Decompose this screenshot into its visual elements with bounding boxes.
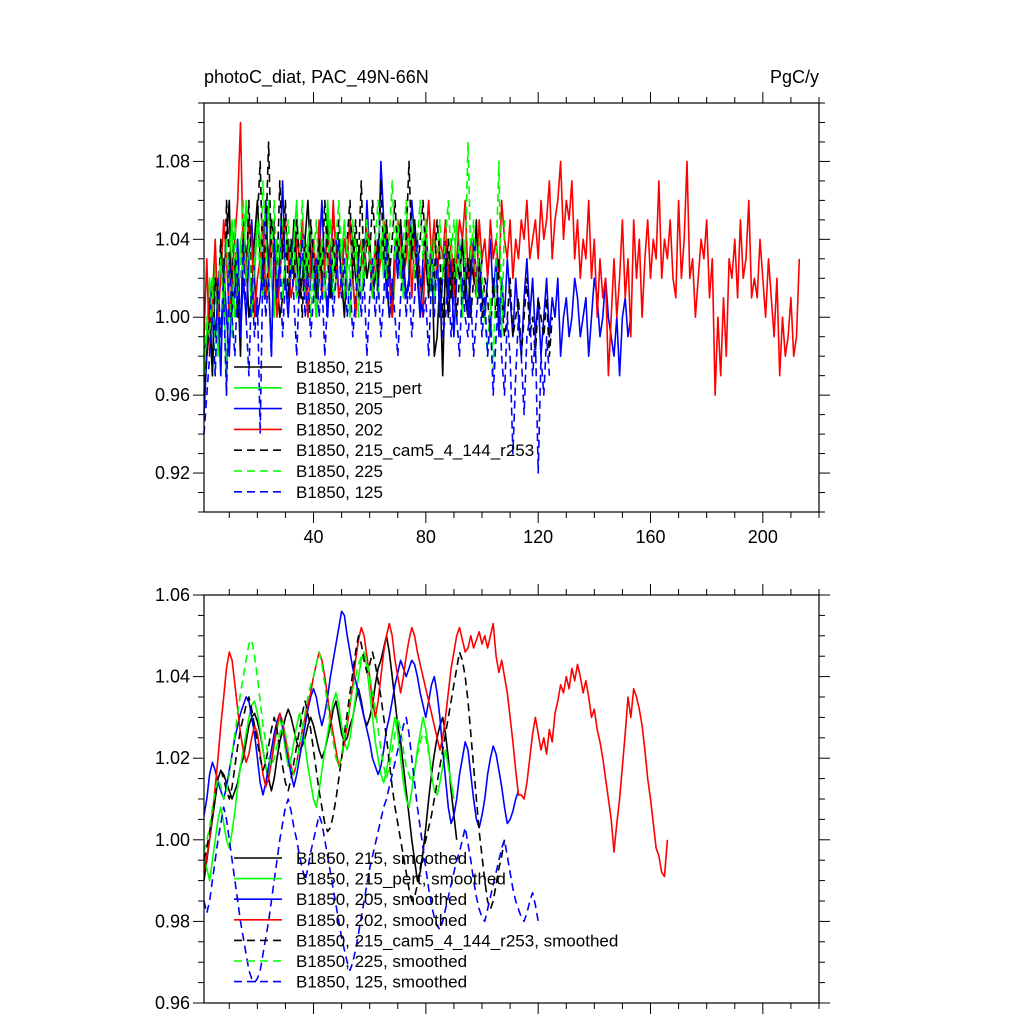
top-x-tick-label: 40 <box>304 527 324 547</box>
top-x-tick-label: 160 <box>635 527 665 547</box>
bottom-legend-label: B1850, 202, smoothed <box>296 911 467 930</box>
bottom-series-line-1 <box>203 634 458 882</box>
top-legend-label: B1850, 202 <box>296 420 383 439</box>
bottom-y-tick-label: 1.06 <box>155 585 190 605</box>
bottom-series-line-4 <box>203 622 669 878</box>
top-x-tick-label: 120 <box>523 527 553 547</box>
bottom-legend-label: B1850, 215_cam5_4_144_r253, smoothed <box>296 931 618 950</box>
bottom-series-line-2 <box>203 651 455 882</box>
bottom-chart: 0.96 0.98 1.00 1.02 1.04 1.06 B1850, 215, smoo… <box>155 584 830 1014</box>
bottom-y-tick-label: 0.98 <box>155 911 190 931</box>
top-y-tick-label: 0.96 <box>155 385 190 405</box>
bottom-series-line-5 <box>203 634 506 911</box>
top-legend-label: B1850, 205 <box>296 400 383 419</box>
bottom-y-tick-label: 1.04 <box>155 667 190 687</box>
top-x-tick-label: 200 <box>748 527 778 547</box>
bottom-y-tick-label: 1.00 <box>155 830 190 850</box>
top-series-line-6 <box>203 141 506 377</box>
top-y-tick-label: 1.04 <box>155 229 190 249</box>
top-plot-frame <box>203 102 820 513</box>
bottom-legend-label: B1850, 205, smoothed <box>296 890 467 909</box>
bottom-series-line-6 <box>203 639 430 853</box>
top-series-line-1 <box>203 199 483 377</box>
bottom-series-line-3 <box>203 610 520 829</box>
bottom-y-tick-label: 1.02 <box>155 748 190 768</box>
bottom-legend-label: B1850, 225, smoothed <box>296 952 467 971</box>
top-chart-title: photoC_diat, PAC_49N-66N <box>204 67 429 88</box>
top-legend-label: B1850, 215_cam5_4_144_r253 <box>296 441 534 460</box>
top-x-tick-label: 80 <box>416 527 436 547</box>
top-y-tick-label: 1.00 <box>155 307 190 327</box>
top-legend-label: B1850, 215 <box>296 358 383 377</box>
top-legend-label: B1850, 125 <box>296 483 383 502</box>
bottom-y-tick-label: 0.96 <box>155 993 190 1013</box>
bottom-legend-label: B1850, 125, smoothed <box>296 973 467 992</box>
top-y-tick-label: 0.92 <box>155 463 190 483</box>
top-legend-label: B1850, 225 <box>296 462 383 481</box>
top-chart: photoC_diat, PAC_49N-66N PgC/y 40 80 120 16… <box>155 67 830 547</box>
top-y-tick-label: 1.08 <box>155 151 190 171</box>
top-legend-label: B1850, 215_pert <box>296 379 422 398</box>
top-chart-units: PgC/y <box>770 67 819 87</box>
top-series-line-7 <box>203 238 551 474</box>
bottom-legend-label: B1850, 215_pert, smoothed <box>296 870 506 889</box>
bottom-series-line-7 <box>203 716 539 984</box>
bottom-legend-label: B1850, 215, smoothed <box>296 849 467 868</box>
